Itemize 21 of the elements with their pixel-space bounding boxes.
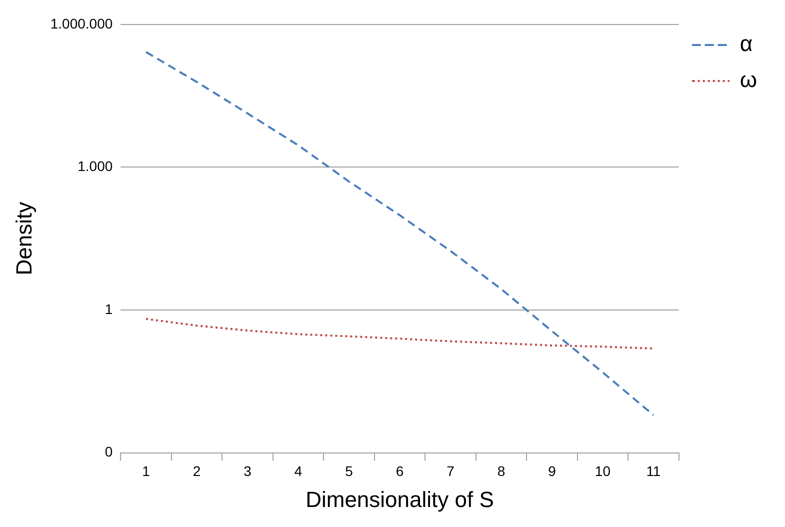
x-tick-label: 2	[192, 463, 201, 480]
line-series	[145, 51, 654, 416]
x-tick-label: 9	[548, 463, 556, 480]
y-tick-label: 0	[104, 444, 113, 460]
line-series	[145, 318, 654, 350]
legend-label: α	[740, 31, 753, 56]
x-tick-label: 6	[396, 463, 404, 480]
legend-label: ω	[740, 67, 758, 92]
x-axis-title: Dimensionality of S	[306, 486, 494, 512]
y-tick-label: 1	[104, 300, 113, 317]
y-tick-label: 1.000	[78, 158, 113, 174]
x-tick-label: 8	[497, 463, 506, 480]
y-tick-label: 1.000.000	[50, 15, 113, 32]
x-tick-label: 7	[446, 463, 455, 480]
x-tick-label: 4	[294, 463, 302, 480]
x-tick-label: 11	[646, 463, 661, 480]
x-tick-label: 1	[142, 463, 150, 480]
y-axis-title: Density	[11, 202, 36, 276]
x-tick-label: 10	[594, 463, 611, 480]
x-tick-label: 5	[345, 463, 354, 480]
x-tick-label: 3	[244, 463, 252, 480]
